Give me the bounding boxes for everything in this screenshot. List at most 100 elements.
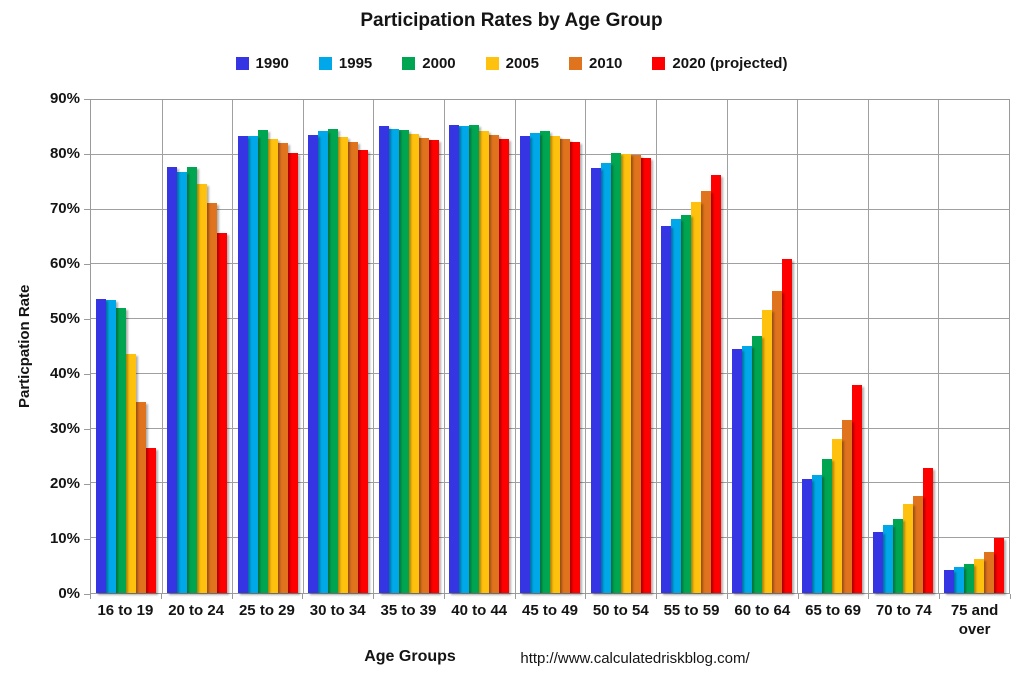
bar-2005-25-to-29 <box>267 139 278 593</box>
bar-1995-60-to-64 <box>741 345 752 593</box>
y-tick-label: 60% <box>49 255 80 272</box>
bar-2020-60-to-64 <box>781 259 792 593</box>
v-gridline <box>867 100 869 593</box>
bar-2020-20-to-24 <box>216 232 227 593</box>
bar-1990-40-to-44 <box>449 124 460 593</box>
bar-1990-30-to-34 <box>308 134 319 593</box>
bar-2010-35-to-39 <box>418 137 429 593</box>
bar-2010-30-to-34 <box>348 141 359 593</box>
bar-group-65-to-69 <box>797 100 868 593</box>
x-tick-label: 25 to 29 <box>238 602 295 619</box>
x-axis-label: Age Groups <box>364 648 456 665</box>
bar-1995-16-to-19 <box>106 299 117 593</box>
legend-swatch-icon <box>235 57 249 70</box>
y-tick-mark <box>84 484 90 485</box>
bar-2005-30-to-34 <box>338 137 349 593</box>
legend-swatch-icon <box>402 57 416 70</box>
v-gridline <box>232 100 234 593</box>
bar-2000-45-to-49 <box>539 130 550 593</box>
v-gridline <box>655 100 657 593</box>
x-tick-mark <box>160 594 162 599</box>
legend-item-2000: 2000 <box>402 55 456 72</box>
source-url: http://www.calculatedriskblog.com/ <box>520 650 750 667</box>
bar-group-55-to-59 <box>656 100 727 593</box>
legend-item-2005: 2005 <box>485 55 540 72</box>
y-tick-mark <box>84 539 90 540</box>
bar-2010-70-to-74 <box>913 495 924 593</box>
bar-2020-50-to-54 <box>640 157 651 593</box>
bar-1990-75-and-over <box>943 570 954 593</box>
bar-2020-70-to-74 <box>923 468 934 593</box>
x-tick-mark <box>514 594 516 599</box>
y-tick-mark <box>84 99 90 100</box>
bar-2020-35-to-39 <box>428 140 439 593</box>
bar-2020-65-to-69 <box>852 384 863 593</box>
x-tick-mark <box>797 594 799 599</box>
bar-group-40-to-44 <box>444 100 515 593</box>
y-tick-mark <box>84 429 90 430</box>
bar-2000-50-to-54 <box>610 153 621 593</box>
bar-2005-16-to-19 <box>126 353 137 593</box>
x-tick-mark <box>302 594 304 599</box>
bar-2000-20-to-24 <box>186 166 197 593</box>
v-gridline <box>938 100 940 593</box>
bar-2000-25-to-29 <box>257 129 268 593</box>
x-tick-label: 50 to 54 <box>592 602 649 619</box>
y-tick-label: 30% <box>49 420 80 437</box>
x-tick-label: 35 to 39 <box>380 602 437 619</box>
x-tick-label: 60 to 64 <box>734 602 791 619</box>
bar-group-70-to-74 <box>868 100 939 593</box>
bar-1990-50-to-54 <box>590 168 601 593</box>
x-tick-mark <box>231 594 233 599</box>
y-tick-mark <box>84 264 90 265</box>
x-tick-mark <box>939 594 941 599</box>
x-tick-mark <box>1010 594 1011 599</box>
x-tick-mark <box>90 594 91 599</box>
bar-2005-55-to-59 <box>691 201 702 593</box>
y-tick-mark <box>84 154 90 155</box>
bar-1990-16-to-19 <box>96 298 107 593</box>
bar-group-45-to-49 <box>515 100 586 593</box>
bar-1990-45-to-49 <box>519 135 530 593</box>
v-gridline <box>444 100 446 593</box>
bar-2000-55-to-59 <box>681 214 692 593</box>
bar-1990-20-to-24 <box>166 166 177 593</box>
x-tick-mark <box>373 594 375 599</box>
bar-2000-35-to-39 <box>398 129 409 593</box>
bar-group-20-to-24 <box>162 100 233 593</box>
bar-2020-45-to-49 <box>569 142 580 593</box>
legend-item-2020-projected-: 2020 (projected) <box>652 55 787 72</box>
x-tick-mark <box>656 594 658 599</box>
bar-1990-35-to-39 <box>378 125 389 593</box>
bar-1995-40-to-44 <box>459 126 470 593</box>
bar-2010-55-to-59 <box>701 190 712 593</box>
bar-1995-75-and-over <box>953 567 964 593</box>
y-tick-mark <box>84 209 90 210</box>
x-tick-label: 65 to 69 <box>805 602 861 619</box>
bar-2010-60-to-64 <box>771 290 782 593</box>
bar-1995-45-to-49 <box>529 132 540 593</box>
bar-2020-40-to-44 <box>499 138 510 593</box>
y-axis-label: Particpation Rate <box>16 284 33 409</box>
bar-1990-70-to-74 <box>873 532 884 593</box>
bar-1995-70-to-74 <box>883 524 894 593</box>
x-tick-label: 30 to 34 <box>309 602 366 619</box>
y-tick-label: 70% <box>49 200 80 217</box>
bar-2020-30-to-34 <box>358 150 369 593</box>
bar-group-35-to-39 <box>373 100 444 593</box>
y-tick-mark <box>84 319 90 320</box>
bar-2005-65-to-69 <box>832 439 843 593</box>
bar-1995-55-to-59 <box>671 218 682 593</box>
bar-2020-55-to-59 <box>711 175 722 593</box>
legend-swatch-icon <box>652 57 666 70</box>
legend-label: 1990 <box>255 55 289 72</box>
legend: 1990 1995 2000 2005 2010 2020 (projected) <box>0 55 1023 72</box>
legend-item-1995: 1995 <box>318 55 372 72</box>
bar-group-60-to-64 <box>727 100 798 593</box>
x-tick-mark <box>868 594 870 599</box>
legend-label: 2005 <box>505 55 540 72</box>
bar-group-75-and-over <box>938 100 1009 593</box>
x-tick-label: 45 to 49 <box>522 602 578 619</box>
x-tick-mark <box>443 594 445 599</box>
